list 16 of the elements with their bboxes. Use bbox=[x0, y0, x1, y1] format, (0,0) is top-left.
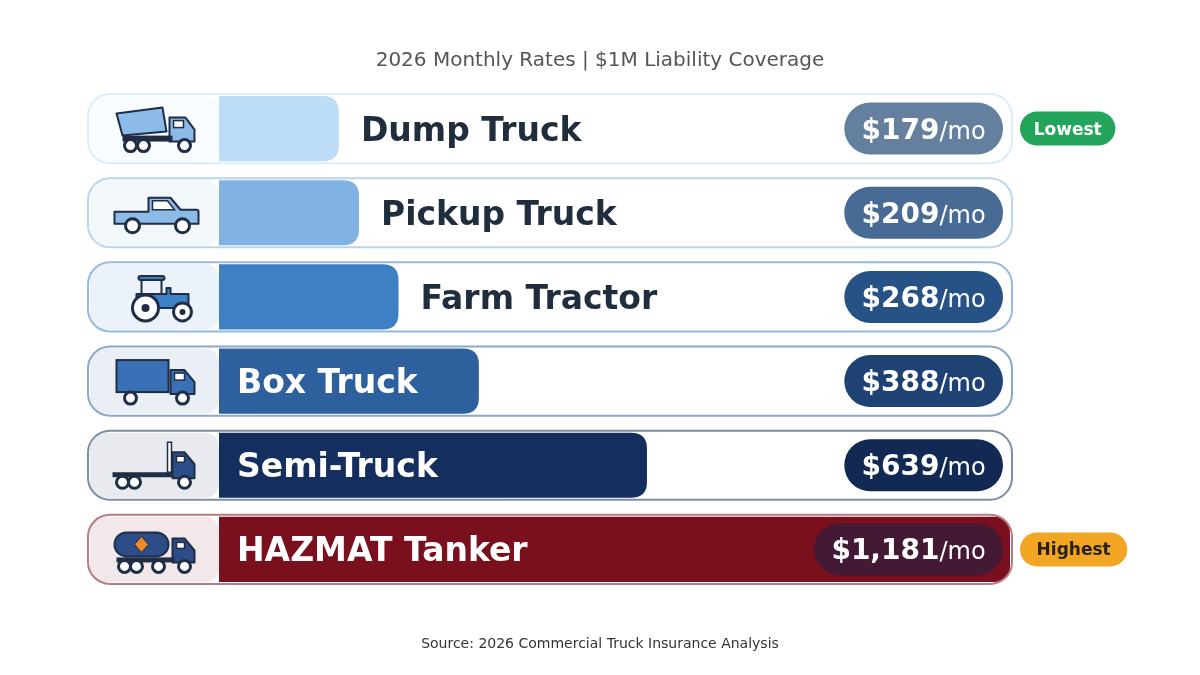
y-tick-label: HAZMAT Tanker bbox=[237, 530, 529, 570]
y-tick-label: Farm Tractor bbox=[420, 277, 658, 317]
source-note: Source: 2026 Commercial Truck Insurance Analysis bbox=[421, 635, 779, 651]
text: Lowest bbox=[1033, 118, 1102, 139]
data-label: $268/mo bbox=[861, 280, 986, 314]
y-tick-label: Pickup Truck bbox=[380, 193, 618, 233]
data-label: $639/mo bbox=[861, 449, 986, 483]
chart-title: 2026 Monthly Rates | $1M Liability Coverage bbox=[375, 47, 825, 71]
y-tick-label: Semi-Truck bbox=[237, 446, 439, 486]
data-label: $388/mo bbox=[861, 365, 986, 399]
y-tick-label: Dump Truck bbox=[360, 109, 583, 149]
text: Highest bbox=[1036, 539, 1111, 560]
y-tick-label: Box Truck bbox=[237, 362, 419, 402]
data-label: $179/mo bbox=[861, 112, 986, 146]
data-label: $209/mo bbox=[861, 196, 986, 230]
data-label: $1,181/mo bbox=[831, 533, 986, 567]
